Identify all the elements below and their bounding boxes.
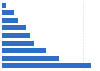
Bar [2, 25, 26, 30]
Bar [2, 48, 46, 53]
Bar [2, 10, 14, 15]
Bar [2, 3, 6, 8]
Bar [2, 56, 59, 61]
Bar [2, 63, 91, 68]
Bar [2, 33, 30, 38]
Bar [2, 18, 18, 23]
Bar [2, 41, 34, 46]
